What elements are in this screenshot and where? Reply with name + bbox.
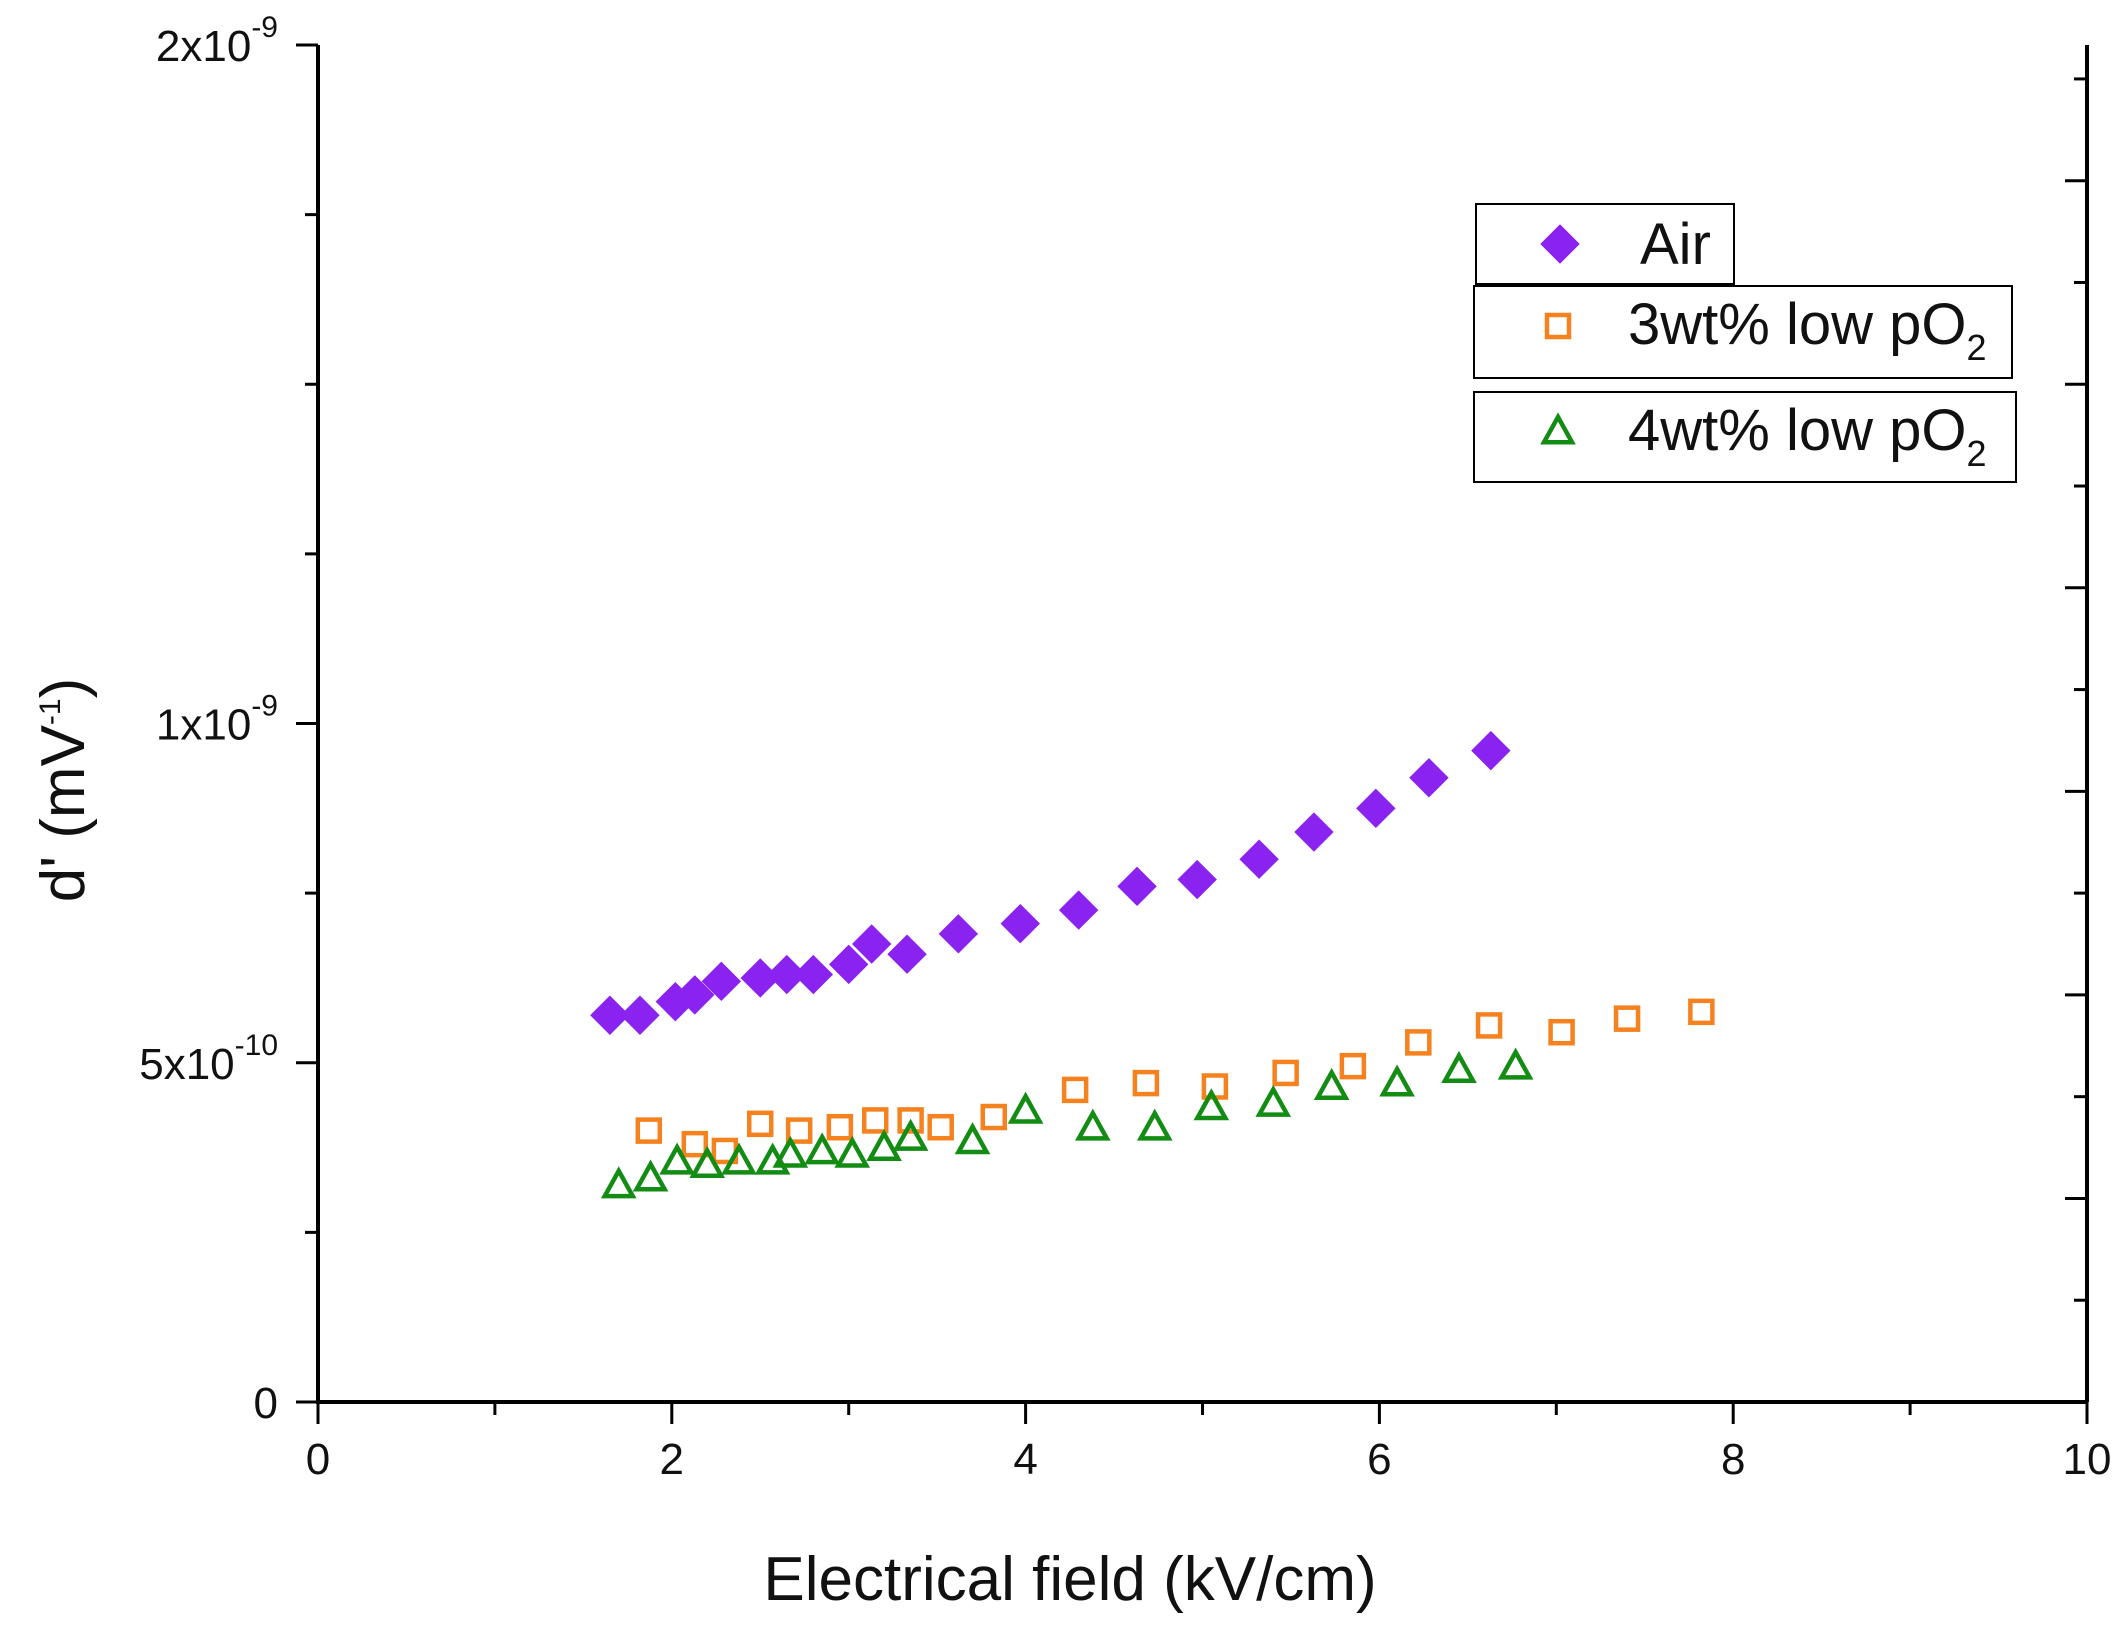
legend-item: Air: [1476, 204, 1734, 284]
data-point: [1445, 1056, 1473, 1081]
y-tick-exponent: -9: [251, 11, 278, 44]
y-tick-label: 2x10-9: [156, 11, 278, 71]
data-point: [684, 1133, 706, 1155]
x-tick-label: 10: [2063, 1435, 2112, 1484]
legend-item: 3wt% low pO2: [1474, 286, 2012, 378]
data-point: [605, 1171, 633, 1196]
data-point: [1001, 905, 1039, 943]
data-points: [591, 732, 1712, 1196]
data-point: [1551, 1021, 1573, 1043]
data-point: [864, 1109, 886, 1131]
data-point: [1690, 1001, 1712, 1023]
y-tick-exponent: -10: [235, 1029, 278, 1062]
data-point: [1478, 1014, 1500, 1036]
data-point: [1012, 1096, 1040, 1121]
y-tick-mantissa: 5x10: [139, 1040, 234, 1089]
x-axis-title: Electrical field (kV/cm): [763, 1545, 1376, 1614]
data-point: [1295, 813, 1333, 851]
y-tick-label: 5x10-10: [139, 1029, 278, 1089]
series-air: [591, 732, 1510, 1035]
data-point: [1118, 867, 1156, 905]
data-point: [1064, 1079, 1086, 1101]
x-tick-label: 6: [1367, 1435, 1391, 1484]
data-point: [959, 1127, 987, 1152]
legend-label-subscript: 2: [1966, 327, 1986, 368]
legend-label: Air: [1640, 212, 1711, 277]
y-tick-mantissa: 0: [254, 1379, 278, 1428]
data-point: [983, 1106, 1005, 1128]
legend-item: 4wt% low pO2: [1474, 392, 2016, 482]
data-point: [1472, 732, 1510, 770]
data-point: [1141, 1113, 1169, 1138]
x-tick-label: 0: [306, 1435, 330, 1484]
y-tick-exponent: -9: [251, 690, 278, 723]
data-point: [1616, 1008, 1638, 1030]
legend-label-main: Air: [1640, 212, 1711, 277]
y-axis-title-tail: ): [29, 678, 98, 699]
data-point: [1342, 1055, 1364, 1077]
legend-label-main: 4wt% low pO: [1628, 398, 1966, 463]
data-point: [1259, 1089, 1287, 1114]
scatter-chart: 0 2 4 6 8 10 05x10-101x10-92x10-9 Electrical …: [0, 0, 2124, 1626]
x-axis-ticks: 0 2 4 6 8 10: [306, 1402, 2112, 1484]
y-tick-label: 1x10-9: [156, 690, 278, 750]
data-point: [1407, 1031, 1429, 1053]
data-point: [776, 1140, 804, 1165]
series-3wt-low-po2: [638, 1001, 1713, 1162]
data-point: [1204, 1075, 1226, 1097]
legend-label: 4wt% low pO2: [1628, 398, 1987, 474]
data-point: [838, 1140, 866, 1165]
data-point: [1410, 759, 1448, 797]
data-point: [1383, 1069, 1411, 1094]
x-tick-label: 2: [660, 1435, 684, 1484]
data-point: [1240, 840, 1278, 878]
series-4wt-low-po2: [605, 1052, 1530, 1196]
data-point: [638, 1120, 660, 1142]
data-point: [1135, 1072, 1157, 1094]
legend-label-subscript: 2: [1966, 433, 1986, 474]
legend-label: 3wt% low pO2: [1628, 292, 1987, 368]
data-point: [794, 956, 832, 994]
data-point: [930, 1116, 952, 1138]
y-axis-title: d' (mV-1): [29, 678, 98, 903]
y-axis-title-sup: -1: [34, 698, 67, 725]
x-tick-label: 4: [1013, 1435, 1037, 1484]
data-point: [663, 1147, 691, 1172]
data-point: [1079, 1113, 1107, 1138]
data-point: [637, 1164, 665, 1189]
y-tick-mantissa: 2x10: [156, 22, 251, 71]
data-point: [1178, 861, 1216, 899]
data-point: [1502, 1052, 1530, 1077]
legend-label-main: 3wt% low pO: [1628, 292, 1966, 357]
data-point: [939, 915, 977, 953]
y-axis-title-main: d' (mV: [29, 724, 98, 902]
plot-frame: [316, 45, 2087, 1402]
data-point: [1060, 891, 1098, 929]
data-point: [829, 1116, 851, 1138]
data-point: [870, 1134, 898, 1159]
x-tick-label: 8: [1721, 1435, 1745, 1484]
data-point: [621, 996, 659, 1034]
right-axis-ticks: [2065, 79, 2087, 1300]
data-point: [888, 935, 926, 973]
data-point: [749, 1113, 771, 1135]
data-point: [1357, 789, 1395, 827]
data-point: [1275, 1062, 1297, 1084]
y-tick-mantissa: 1x10: [156, 701, 251, 750]
y-tick-label: 0: [254, 1379, 278, 1428]
